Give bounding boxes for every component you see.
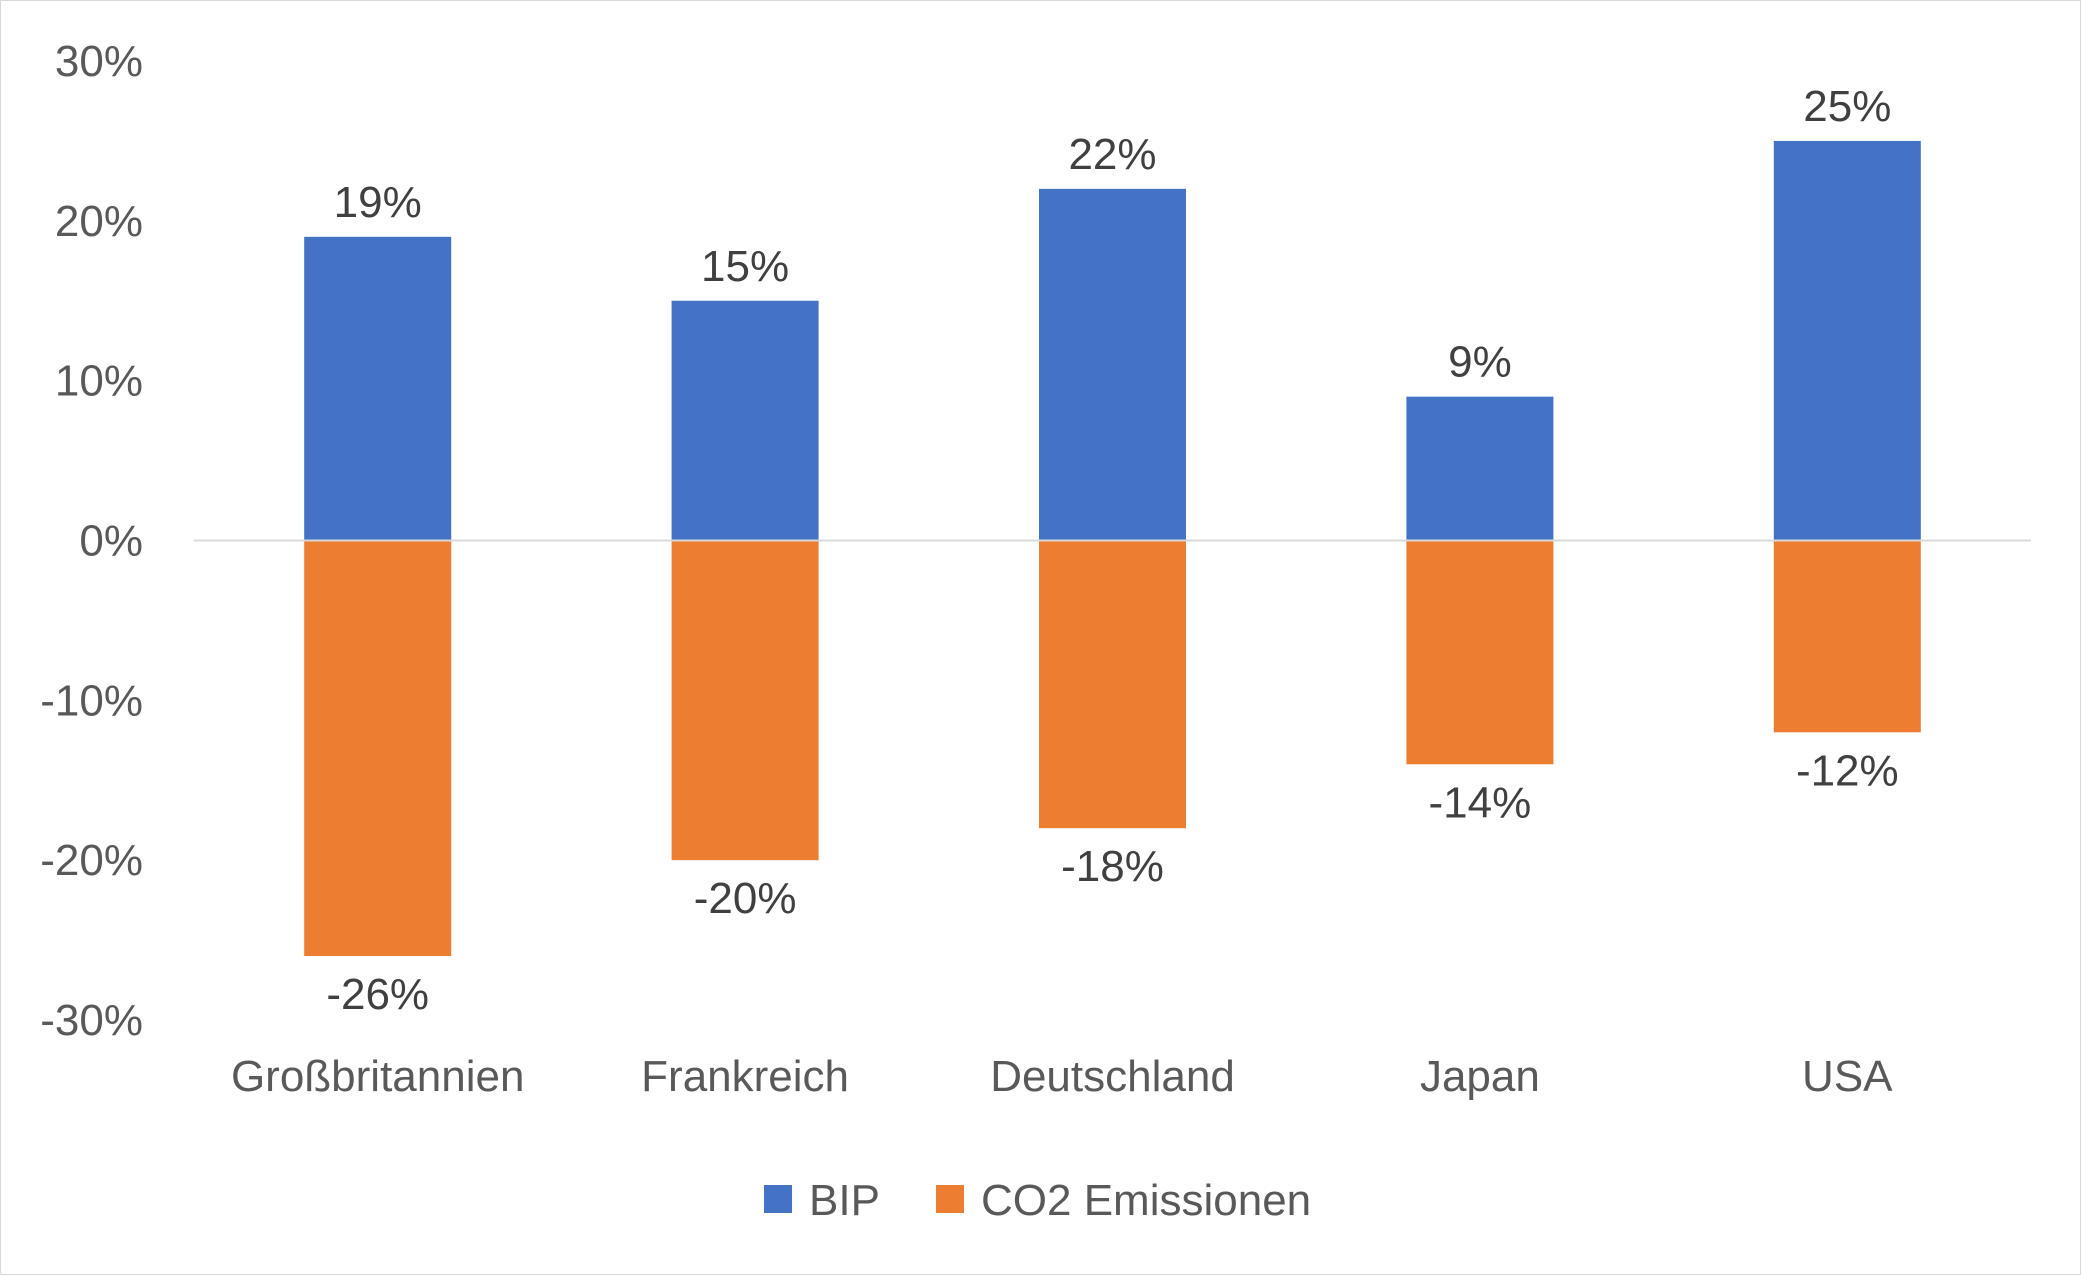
legend-label: BIP [809,1176,880,1225]
legend-swatch [936,1185,964,1213]
y-tick-label: 10% [55,357,143,406]
x-category-label: Japan [1420,1052,1540,1101]
bar-co2 [1406,540,1554,765]
data-label: -14% [1429,778,1532,827]
data-label: 22% [1068,130,1156,179]
bar-co2 [671,540,819,861]
bar-co2 [304,540,452,957]
y-tick-label: 0% [79,517,143,566]
y-tick-label: -30% [40,996,143,1045]
bar-co2 [1039,540,1186,829]
data-label: -12% [1796,746,1899,795]
data-label: -18% [1061,842,1164,891]
data-label: 15% [701,242,789,291]
x-category-label: USA [1802,1052,1893,1101]
y-tick-label: 30% [55,37,143,86]
bar-bip [1406,396,1554,541]
x-category-label: Großbritannien [231,1052,524,1101]
y-tick-label: 20% [55,197,143,246]
bar-bip [671,300,819,541]
data-label: 19% [334,178,422,227]
data-label: -20% [694,874,797,923]
y-tick-label: -20% [40,836,143,885]
data-label: 9% [1448,338,1512,387]
data-label: 25% [1803,82,1891,131]
x-category-label: Deutschland [990,1052,1235,1101]
bar-co2 [1773,540,1921,733]
legend-swatch [764,1185,792,1213]
x-category-label: Frankreich [641,1052,849,1101]
data-label: -26% [326,970,429,1019]
legend-label: CO2 Emissionen [981,1176,1311,1225]
y-tick-label: -10% [40,676,143,725]
bar-bip [1773,140,1921,541]
bar-bip [1039,188,1186,541]
bar-bip [304,236,452,541]
